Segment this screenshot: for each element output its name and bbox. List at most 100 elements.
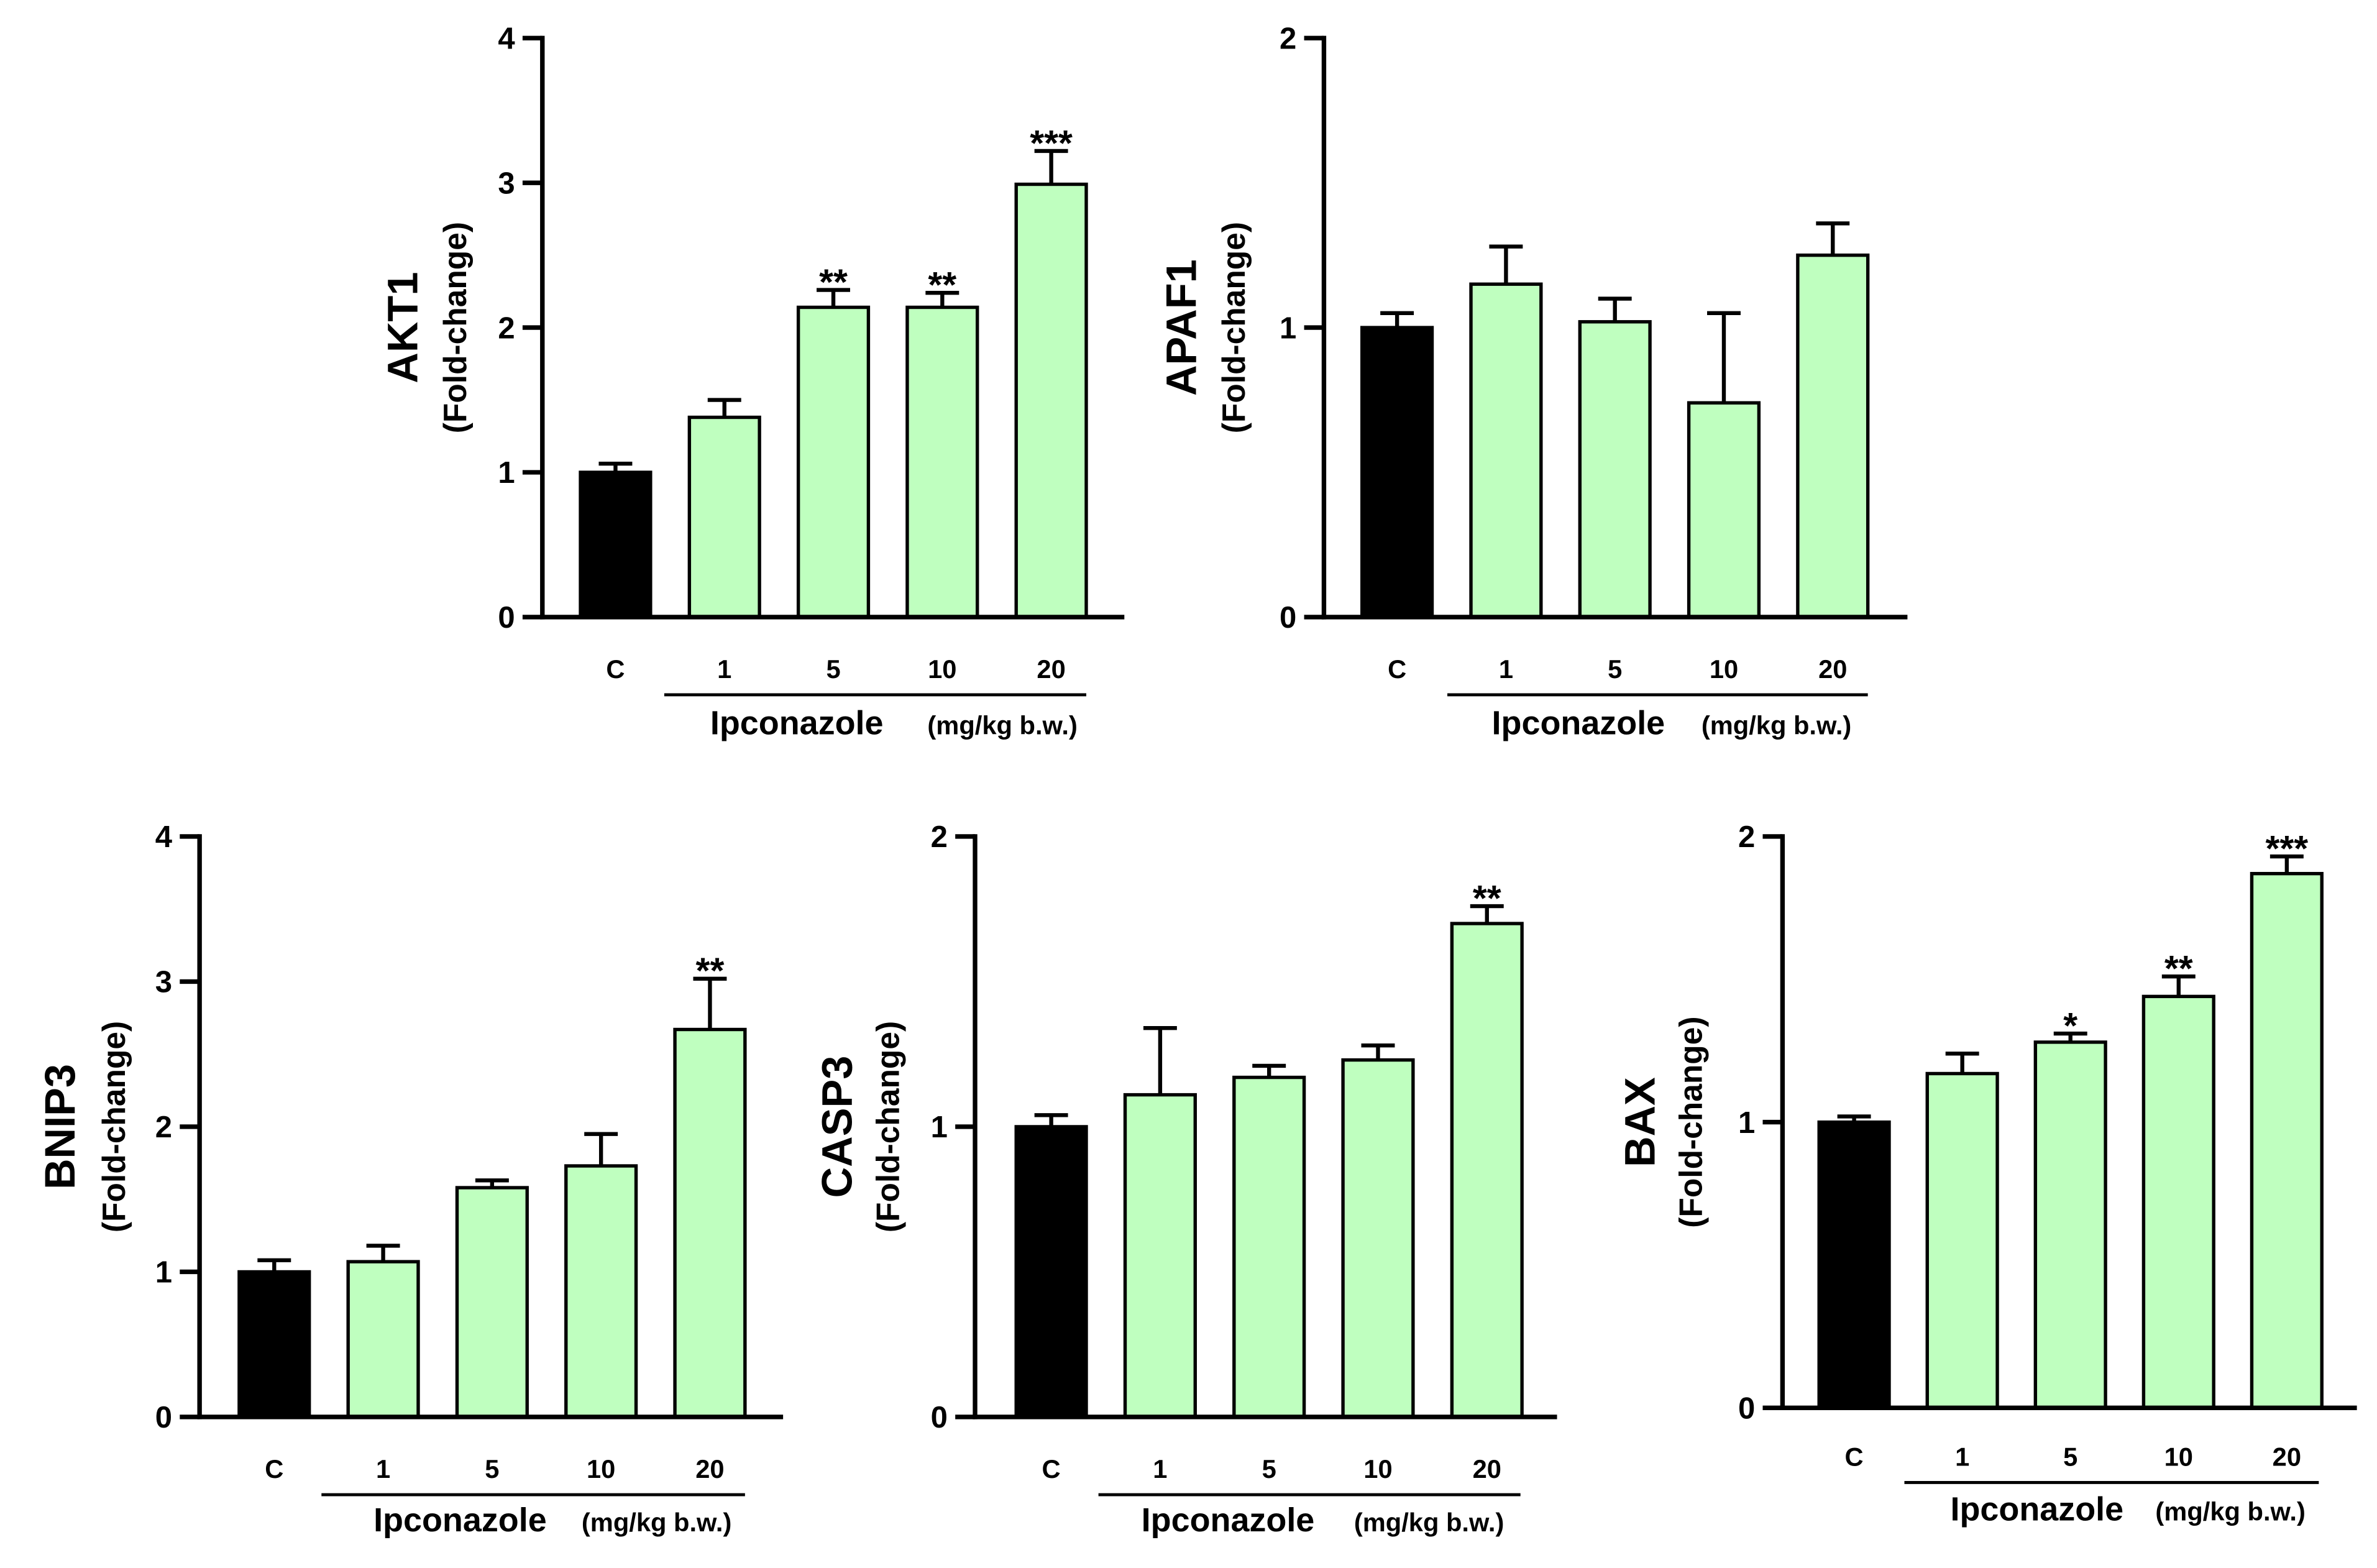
x-tick-label-akt1-1: 1 — [717, 654, 731, 684]
x-tick-label-bax-20: 20 — [2273, 1442, 2301, 1471]
y-axis-subtitle-akt1: (Fold-change) — [437, 222, 473, 433]
y-tick-label-bax-0: 0 — [1738, 1391, 1755, 1425]
bar-bax-5 — [2033, 1040, 2107, 1410]
x-axis-label-casp3: Ipconazole — [1142, 1502, 1315, 1539]
y-tick-label-casp3-0: 0 — [931, 1401, 948, 1434]
x-axis-label-akt1: Ipconazole — [710, 705, 884, 742]
x-tick-label-apaf1-20: 20 — [1818, 654, 1847, 684]
significance-marker-akt1-10: ** — [928, 265, 956, 306]
y-tick-label-apaf1-1: 1 — [1280, 311, 1296, 345]
bar-akt1-1 — [687, 415, 761, 619]
bar-apaf1-5 — [1578, 320, 1652, 619]
bar-akt1-5 — [796, 305, 871, 619]
x-tick-label-apaf1-5: 5 — [1608, 654, 1622, 684]
y-tick-label-bax-1: 1 — [1738, 1106, 1755, 1140]
x-tick-label-bnip3-1: 1 — [376, 1454, 390, 1483]
y-axis-title-bnip3: BNIP3 — [36, 1064, 84, 1190]
x-tick-label-bax-5: 5 — [2063, 1442, 2077, 1471]
x-tick-label-akt1-5: 5 — [826, 654, 840, 684]
bar-casp3-20 — [1450, 922, 1524, 1419]
y-axis-subtitle-apaf1: (Fold-change) — [1216, 222, 1252, 433]
y-tick-label-casp3-2: 2 — [931, 820, 948, 854]
x-tick-label-akt1-20: 20 — [1037, 654, 1065, 684]
y-tick-label-bnip3-4: 4 — [155, 820, 172, 854]
x-tick-label-bnip3-20: 20 — [695, 1454, 724, 1483]
x-axis-unit-bnip3: (mg/kg b.w.) — [582, 1508, 731, 1537]
bar-bnip3-C — [237, 1270, 311, 1419]
chart-panel-casp3: C 1 5 10 ** 20 0 1 2 Ipconazole (mg/kg b.w.) CASP3(… — [813, 820, 1557, 1539]
bar-akt1-10 — [905, 305, 979, 619]
x-axis-unit-casp3: (mg/kg b.w.) — [1354, 1508, 1504, 1537]
bar-bax-20 — [2250, 871, 2324, 1410]
bar-bnip3-10 — [564, 1164, 638, 1419]
chart-panel-akt1: C 1 ** 5 ** 10 *** 20 0 1 2 3 4 Ipconazole (mg/kg b.w.… — [379, 22, 1125, 742]
x-tick-label-apaf1-10: 10 — [1710, 654, 1738, 684]
x-tick-label-apaf1-1: 1 — [1499, 654, 1513, 684]
x-tick-label-apaf1-C: C — [1388, 654, 1406, 684]
y-axis-title-apaf1: APAF1 — [1158, 259, 1206, 396]
x-tick-label-bnip3-10: 10 — [587, 1454, 615, 1483]
x-tick-label-akt1-C: C — [606, 654, 625, 684]
bar-apaf1-20 — [1796, 253, 1870, 619]
bar-apaf1-C — [1360, 326, 1434, 619]
bar-apaf1-10 — [1687, 401, 1761, 619]
y-tick-label-akt1-0: 0 — [498, 601, 515, 635]
x-tick-label-casp3-5: 5 — [1262, 1454, 1276, 1483]
bar-casp3-C — [1014, 1125, 1088, 1419]
x-axis-unit-bax: (mg/kg b.w.) — [2155, 1497, 2305, 1526]
significance-marker-bax-20: *** — [2266, 828, 2309, 869]
significance-marker-bax-5: * — [2063, 1006, 2077, 1046]
x-axis-label-bax: Ipconazole — [1950, 1491, 2123, 1528]
x-axis-unit-akt1: (mg/kg b.w.) — [927, 711, 1077, 740]
bar-akt1-20 — [1014, 182, 1088, 619]
x-tick-label-casp3-C: C — [1042, 1454, 1061, 1483]
bar-apaf1-1 — [1469, 282, 1543, 619]
y-axis-subtitle-bax: (Fold-change) — [1672, 1016, 1708, 1227]
x-tick-label-akt1-10: 10 — [928, 654, 956, 684]
y-tick-label-akt1-1: 1 — [498, 456, 515, 490]
x-tick-label-bnip3-C: C — [265, 1454, 283, 1483]
y-tick-label-casp3-1: 1 — [931, 1111, 948, 1144]
x-tick-label-casp3-1: 1 — [1153, 1454, 1167, 1483]
y-tick-label-akt1-2: 2 — [498, 311, 515, 345]
y-tick-label-bnip3-2: 2 — [155, 1111, 172, 1144]
x-axis-unit-apaf1: (mg/kg b.w.) — [1701, 711, 1851, 740]
y-tick-label-akt1-3: 3 — [498, 167, 515, 200]
y-tick-label-bnip3-0: 0 — [155, 1401, 172, 1434]
x-tick-label-bax-10: 10 — [2164, 1442, 2193, 1471]
chart-panel-bnip3: C 1 5 10 ** 20 0 1 2 3 4 Ipconazole (mg/kg b.w.) BNIP… — [36, 820, 784, 1539]
y-tick-label-bnip3-3: 3 — [155, 966, 172, 999]
bar-bnip3-20 — [673, 1027, 747, 1419]
chart-panel-bax: C 1 * 5 ** 10 *** 20 0 1 2 Ipconazole (mg/kg b.w.) BA… — [1616, 820, 2357, 1528]
significance-marker-casp3-20: ** — [1473, 878, 1501, 919]
bar-bax-10 — [2141, 994, 2215, 1410]
y-axis-title-casp3: CASP3 — [813, 1056, 861, 1198]
x-axis-label-apaf1: Ipconazole — [1492, 705, 1665, 742]
y-axis-title-bax: BAX — [1616, 1077, 1664, 1167]
significance-marker-akt1-20: *** — [1030, 123, 1073, 163]
bar-bax-C — [1817, 1120, 1891, 1410]
chart-panel-apaf1: C 1 5 10 20 0 1 2 Ipconazole (mg/kg b.w.) APAF1 (Fo… — [1158, 22, 1908, 742]
x-tick-label-bax-C: C — [1845, 1442, 1864, 1471]
y-axis-title-akt1: AKT1 — [379, 272, 427, 383]
x-tick-label-bax-1: 1 — [1955, 1442, 1969, 1471]
x-tick-label-bnip3-5: 5 — [485, 1454, 499, 1483]
significance-marker-akt1-5: ** — [819, 262, 848, 303]
bar-bnip3-1 — [346, 1260, 420, 1419]
y-tick-label-apaf1-0: 0 — [1280, 601, 1296, 635]
x-tick-label-casp3-10: 10 — [1363, 1454, 1392, 1483]
significance-marker-bax-10: ** — [2164, 949, 2193, 989]
bar-akt1-C — [579, 470, 653, 619]
x-tick-label-casp3-20: 20 — [1473, 1454, 1501, 1483]
bar-casp3-10 — [1341, 1058, 1415, 1419]
bar-bnip3-5 — [455, 1186, 529, 1419]
y-tick-label-bnip3-1: 1 — [155, 1256, 172, 1290]
significance-marker-bnip3-20: ** — [696, 951, 725, 991]
y-tick-label-apaf1-2: 2 — [1280, 22, 1296, 55]
x-axis-label-bnip3: Ipconazole — [373, 1502, 547, 1539]
y-tick-label-bax-2: 2 — [1738, 820, 1755, 854]
bar-casp3-5 — [1232, 1075, 1306, 1419]
y-tick-label-akt1-4: 4 — [498, 22, 515, 55]
bar-casp3-1 — [1123, 1093, 1197, 1419]
